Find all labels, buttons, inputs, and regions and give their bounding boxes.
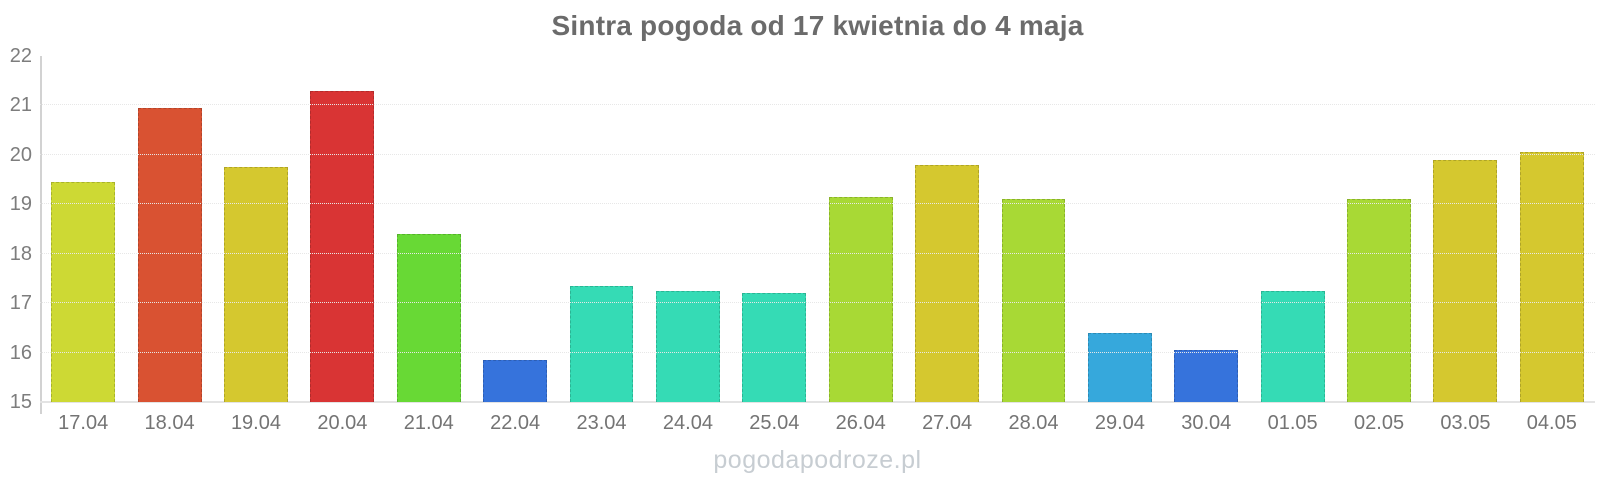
x-tick-label-27.04: 27.04 xyxy=(922,412,973,434)
y-tick-label-15: 15 xyxy=(9,391,32,413)
x-tick-label-04.05: 04.05 xyxy=(1526,412,1577,434)
bar-27.04 xyxy=(915,164,980,402)
y-tick-label-22: 22 xyxy=(9,45,32,67)
bar-slot-25.04: 25.04 xyxy=(731,56,817,434)
chart-title: Sintra pogoda od 17 kwietnia do 4 maja xyxy=(551,10,1084,41)
bar-slot-27.04: 27.04 xyxy=(904,56,990,434)
bar-30.04 xyxy=(1174,350,1239,402)
gridline-17 xyxy=(40,302,1595,304)
x-tick-label-01.05: 01.05 xyxy=(1267,412,1318,434)
x-tick-label-26.04: 26.04 xyxy=(835,412,886,434)
x-tick-label-18.04: 18.04 xyxy=(144,412,195,434)
bar-02.05 xyxy=(1347,199,1411,402)
bar-28.04 xyxy=(1001,199,1066,402)
y-axis-tick-labels: 15 16 17 18 19 20 21 22 xyxy=(0,45,32,413)
bar-22.04 xyxy=(483,360,548,402)
y-tick-label-18: 18 xyxy=(9,242,32,265)
bar-04.05 xyxy=(1519,152,1584,402)
bar-slot-21.04: 21.04 xyxy=(386,56,472,434)
bar-slot-24.04: 24.04 xyxy=(645,56,731,434)
bar-slot-20.04: 20.04 xyxy=(299,56,385,434)
bar-slot-17.04: 17.04 xyxy=(40,56,126,434)
y-tick-label-19: 19 xyxy=(9,193,32,216)
y-tick-label-16: 16 xyxy=(9,341,32,364)
gridline-21 xyxy=(40,104,1595,106)
bar-25.04 xyxy=(742,293,807,402)
y-axis-line xyxy=(40,56,42,414)
x-tick-label-21.04: 21.04 xyxy=(403,412,454,434)
bar-slot-22.04: 22.04 xyxy=(472,56,558,434)
x-tick-label-20.04: 20.04 xyxy=(317,412,368,434)
bar-23.04 xyxy=(569,285,634,402)
bar-slot-01.05: 01.05 xyxy=(1249,56,1335,434)
bar-03.05 xyxy=(1433,159,1498,402)
gridline-16 xyxy=(40,351,1595,353)
x-tick-label-28.04: 28.04 xyxy=(1008,412,1059,434)
y-tick-label-20: 20 xyxy=(9,143,32,166)
x-tick-label-23.04: 23.04 xyxy=(576,412,627,434)
gridline-18 xyxy=(40,252,1595,254)
x-axis-baseline xyxy=(40,401,1595,403)
bar-slot-18.04: 18.04 xyxy=(126,56,212,434)
bars-container: 17.04 18.04 19.04 20.04 21.04 22.04 23.04 24.04… xyxy=(40,56,1595,434)
bar-29.04 xyxy=(1087,332,1152,402)
gridline-19 xyxy=(40,203,1595,205)
x-tick-label-30.04: 30.04 xyxy=(1181,412,1232,434)
y-tick-label-17: 17 xyxy=(9,292,32,315)
x-tick-label-02.05: 02.05 xyxy=(1354,412,1405,434)
y-tick-label-21: 21 xyxy=(9,94,32,117)
bar-slot-23.04: 23.04 xyxy=(558,56,644,434)
bar-slot-04.05: 04.05 xyxy=(1509,56,1595,434)
bar-slot-29.04: 29.04 xyxy=(1077,56,1163,434)
x-tick-label-19.04: 19.04 xyxy=(230,412,281,434)
bar-slot-03.05: 03.05 xyxy=(1422,56,1508,434)
bar-19.04 xyxy=(224,167,288,402)
bar-20.04 xyxy=(310,90,375,402)
bar-slot-19.04: 19.04 xyxy=(213,56,299,434)
bar-slot-02.05: 02.05 xyxy=(1336,56,1422,434)
bar-slot-30.04: 30.04 xyxy=(1163,56,1249,434)
plot-area: 17.04 18.04 19.04 20.04 21.04 22.04 23.04 24.04… xyxy=(40,56,1595,434)
bar-slot-26.04: 26.04 xyxy=(818,56,904,434)
bar-21.04 xyxy=(396,233,461,402)
bar-01.05 xyxy=(1260,290,1325,402)
bar-18.04 xyxy=(137,107,202,402)
watermark: pogodapodroze.pl xyxy=(713,446,922,474)
x-tick-label-24.04: 24.04 xyxy=(662,412,713,434)
bar-26.04 xyxy=(828,196,893,402)
x-tick-label-03.05: 03.05 xyxy=(1440,412,1491,434)
x-tick-label-25.04: 25.04 xyxy=(749,412,800,434)
x-tick-label-17.04: 17.04 xyxy=(58,412,109,434)
bar-24.04 xyxy=(655,290,720,402)
bar-slot-28.04: 28.04 xyxy=(990,56,1076,434)
x-tick-label-22.04: 22.04 xyxy=(490,412,541,434)
gridline-20 xyxy=(40,153,1595,155)
x-tick-label-29.04: 29.04 xyxy=(1094,412,1145,434)
bar-17.04 xyxy=(51,182,116,402)
